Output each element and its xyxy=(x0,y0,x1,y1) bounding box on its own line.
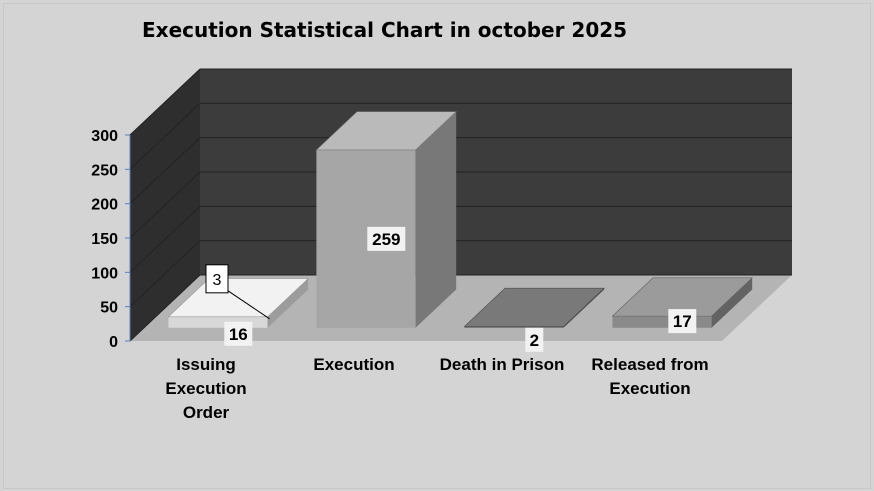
category-label-line: Order xyxy=(183,403,230,422)
gridline-side xyxy=(129,137,201,205)
bar-side xyxy=(415,111,457,328)
category-label: Death in Prison xyxy=(440,355,565,374)
data-label: 17 xyxy=(673,312,692,331)
category-label-line: Execution xyxy=(313,355,394,374)
y-axis: 0 50 100 150 200 250 300 xyxy=(91,128,131,351)
category-label-line: Execution xyxy=(609,379,690,398)
y-tick-label: 300 xyxy=(91,128,118,145)
bar-front xyxy=(612,316,712,328)
data-label: 2 xyxy=(530,331,539,350)
bar-side xyxy=(267,278,309,328)
y-tick-label: 200 xyxy=(91,197,118,214)
bar xyxy=(611,277,753,328)
data-label-bg xyxy=(525,327,544,352)
bar xyxy=(315,111,457,328)
data-label-bg xyxy=(668,309,697,334)
extra-data-label: 3 xyxy=(213,272,222,289)
leader-line xyxy=(227,290,270,320)
data-label: 259 xyxy=(372,230,400,249)
gridline-side xyxy=(129,102,201,170)
data-label: 16 xyxy=(229,325,248,344)
data-label-bg xyxy=(224,321,253,346)
category-label-line: Released from xyxy=(591,355,708,374)
y-tick-label: 50 xyxy=(100,300,118,317)
bars xyxy=(167,111,753,328)
data-label-bg xyxy=(367,226,406,251)
y-tick-label: 150 xyxy=(91,231,118,248)
data-labels: 16 259 2 17 3 xyxy=(205,226,697,352)
category-label: Execution xyxy=(313,355,394,374)
y-tick-label: 100 xyxy=(91,265,118,282)
gridline-side xyxy=(129,205,201,273)
bar-side xyxy=(711,277,753,328)
category-label-line: Issuing xyxy=(176,355,236,374)
y-tick-label: 250 xyxy=(91,162,118,179)
category-label: Released from Execution xyxy=(591,355,708,398)
x-axis-labels: Issuing Execution Order Execution Death in P… xyxy=(165,355,708,422)
bar-front xyxy=(168,316,268,328)
y-tick-label: 0 xyxy=(109,334,118,351)
gridline-side xyxy=(129,240,201,308)
bar-side xyxy=(563,288,605,328)
extra-label-box xyxy=(205,264,229,294)
gridline-side xyxy=(129,171,201,239)
category-label-line: Death in Prison xyxy=(440,355,565,374)
chart-title: Execution Statistical Chart in october 2… xyxy=(142,18,628,42)
gridline-side xyxy=(129,68,201,136)
category-label-line: Execution xyxy=(165,379,246,398)
gridline-side xyxy=(129,274,201,342)
category-label: Issuing Execution Order xyxy=(165,355,246,422)
bar xyxy=(463,287,605,328)
bar-front xyxy=(464,326,564,328)
